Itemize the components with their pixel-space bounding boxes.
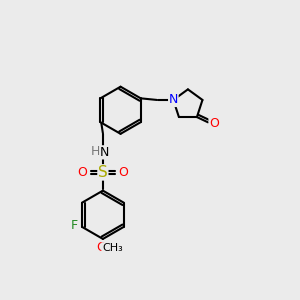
Text: O: O xyxy=(118,166,128,179)
Text: H: H xyxy=(90,145,100,158)
Text: O: O xyxy=(209,117,219,130)
Text: N: N xyxy=(169,93,178,106)
Text: N: N xyxy=(100,146,109,159)
Text: O: O xyxy=(78,166,88,179)
Text: O: O xyxy=(97,241,106,254)
Text: CH₃: CH₃ xyxy=(102,243,123,253)
Text: F: F xyxy=(71,219,78,232)
Text: S: S xyxy=(98,165,108,180)
